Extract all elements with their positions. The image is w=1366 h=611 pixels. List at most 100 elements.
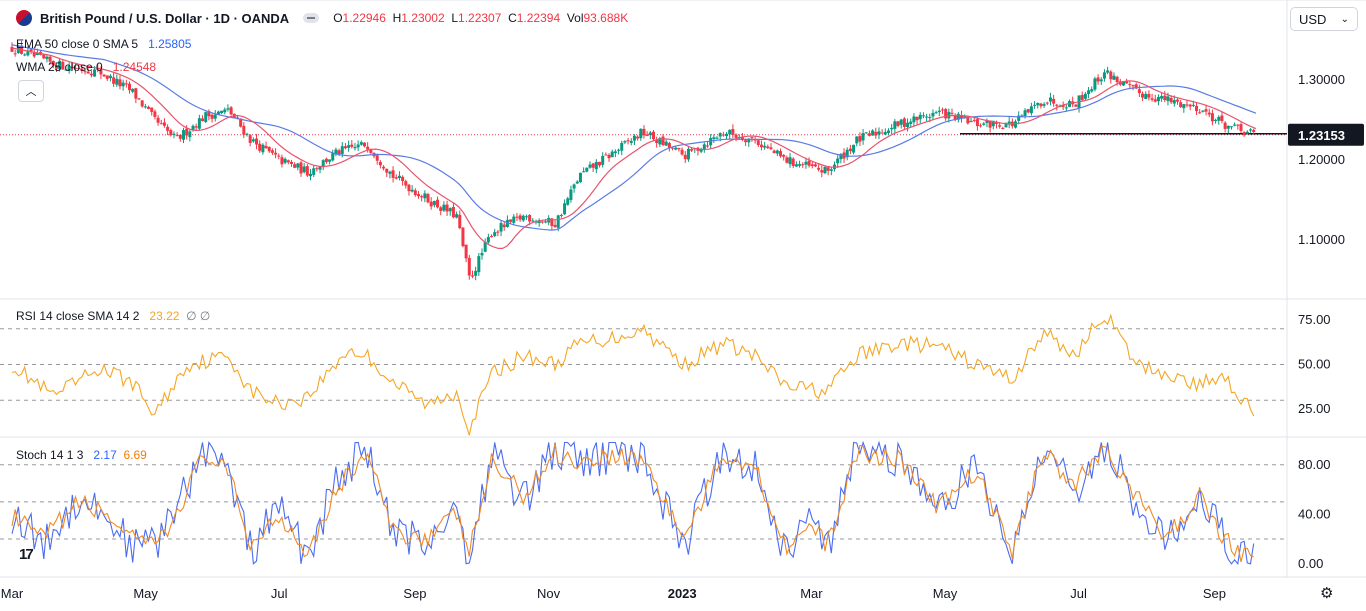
- candle-body: [709, 138, 713, 146]
- candle-body: [734, 134, 738, 138]
- candle-body: [147, 106, 151, 109]
- candle-body: [632, 135, 636, 141]
- candle-body: [1160, 96, 1164, 99]
- last-price-label: 1.23153: [1298, 128, 1345, 143]
- candle-body: [54, 65, 58, 69]
- stoch-d-line: [11, 444, 1254, 563]
- candle-body: [1102, 72, 1106, 79]
- stoch-legend[interactable]: Stoch 14 1 3 2.17 6.69: [16, 448, 147, 462]
- candle-body: [1074, 104, 1078, 107]
- candle-body: [1156, 97, 1160, 102]
- candle-body: [718, 133, 722, 137]
- candle-body: [721, 134, 725, 136]
- candle-body: [248, 135, 252, 143]
- candle-body: [1134, 84, 1138, 89]
- rsi-legend[interactable]: RSI 14 close SMA 14 2 23.22 ∅ ∅: [16, 309, 211, 323]
- candle-body: [42, 54, 46, 59]
- candle-body: [99, 70, 103, 75]
- candle-body: [629, 140, 633, 143]
- candle-body: [58, 60, 62, 70]
- candle-body: [982, 123, 986, 125]
- candle-body: [1080, 94, 1084, 100]
- candle-body: [699, 148, 703, 152]
- candle-body: [172, 133, 176, 135]
- candle-body: [645, 134, 649, 137]
- candle-body: [366, 146, 370, 150]
- candle-body: [575, 181, 579, 184]
- candle-body: [1204, 109, 1208, 112]
- time-tick-label: Jul: [1070, 586, 1087, 601]
- gear-icon[interactable]: ⚙: [1320, 585, 1334, 602]
- candle-body: [604, 154, 608, 156]
- candle-body: [813, 164, 817, 167]
- candle-body: [1210, 113, 1214, 122]
- candle-body: [245, 133, 249, 135]
- candle-body: [1029, 106, 1033, 114]
- candle-body: [861, 133, 865, 141]
- candle-body: [601, 155, 605, 165]
- collapse-header-icon[interactable]: [303, 13, 320, 23]
- ema-legend[interactable]: EMA 50 close 0 SMA 5 1.25805: [16, 37, 192, 51]
- stoch-tick-label: 40.00: [1298, 506, 1331, 521]
- candle-body: [1198, 112, 1202, 114]
- candle-body: [108, 75, 112, 79]
- candle-body: [118, 79, 122, 87]
- candle-body: [397, 175, 401, 178]
- candle-body: [1128, 84, 1132, 86]
- candle-body: [975, 119, 979, 127]
- candle-body: [509, 219, 513, 222]
- candle-body: [1175, 99, 1179, 102]
- candle-body: [162, 122, 166, 126]
- collapse-legend-button[interactable]: ︿: [18, 80, 44, 102]
- candle-body: [839, 154, 843, 160]
- candle-body: [1096, 77, 1100, 82]
- candle-body: [877, 131, 881, 135]
- price-tick-label: 1.10000: [1298, 232, 1345, 247]
- candle-body: [848, 148, 852, 152]
- wma-legend[interactable]: WMA 25 close 0 1.24548: [16, 60, 157, 74]
- candle-body: [388, 171, 392, 174]
- candle-body: [940, 109, 944, 111]
- candle-body: [391, 170, 395, 178]
- candle-body: [972, 120, 976, 122]
- candle-body: [464, 244, 468, 259]
- candle-body: [1188, 104, 1192, 107]
- candle-body: [810, 164, 814, 166]
- candle-body: [1236, 124, 1240, 126]
- candle-body: [432, 201, 436, 206]
- time-tick-label: Sep: [403, 586, 426, 601]
- candle-body: [607, 154, 611, 159]
- candle-body: [947, 111, 951, 119]
- candle-body: [356, 144, 360, 148]
- candle-body: [1144, 93, 1148, 100]
- candle-body: [772, 150, 776, 154]
- candle-body: [64, 69, 68, 71]
- candle-body: [902, 118, 906, 127]
- candle-body: [1052, 98, 1056, 104]
- candle-body: [70, 66, 74, 69]
- candle-body: [343, 146, 347, 149]
- tradingview-logo-icon: 17: [19, 546, 34, 563]
- candle-body: [617, 149, 621, 151]
- candle-body: [1137, 89, 1141, 94]
- candle-body: [407, 184, 411, 192]
- candle-body: [1223, 122, 1227, 129]
- candle-body: [166, 126, 170, 131]
- candle-body: [477, 256, 481, 273]
- candle-body: [871, 130, 875, 136]
- candle-body: [89, 73, 93, 76]
- currency-selector[interactable]: USD ⌄: [1290, 7, 1358, 31]
- candle-body: [1106, 70, 1110, 73]
- candle-body: [493, 232, 497, 236]
- candle-body: [289, 161, 293, 164]
- candle-body: [315, 168, 319, 170]
- candle-body: [429, 201, 433, 207]
- symbol-title[interactable]: British Pound / U.S. Dollar · 1D · OANDA: [40, 10, 290, 26]
- candle-body: [77, 68, 81, 70]
- candle-body: [702, 144, 706, 150]
- candle-body: [591, 163, 595, 168]
- candle-body: [598, 161, 602, 166]
- candle-body: [267, 146, 271, 152]
- candle-body: [86, 71, 90, 74]
